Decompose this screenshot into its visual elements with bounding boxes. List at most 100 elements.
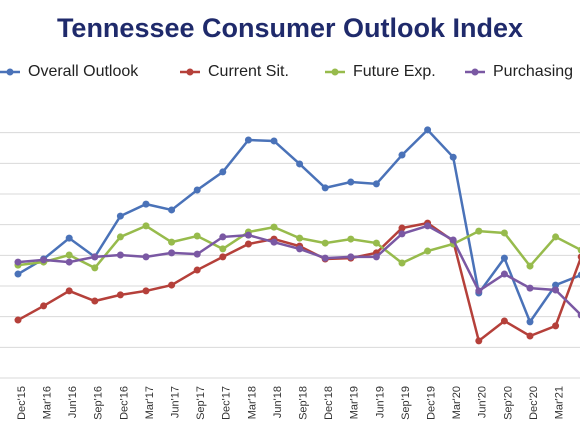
data-point (321, 184, 329, 192)
data-point (449, 236, 457, 244)
x-tick-label: Mar'19 (349, 386, 361, 419)
x-tick-label: Mar'18 (246, 386, 258, 419)
data-point (577, 311, 580, 319)
data-point (296, 245, 304, 253)
legend-label: Overall Outlook (28, 63, 139, 80)
data-point (296, 234, 304, 242)
data-point (372, 253, 380, 261)
x-tick-label: Jun'17 (170, 386, 182, 418)
data-point (142, 253, 150, 261)
data-point (168, 206, 176, 214)
x-tick-label: Sep'19 (400, 386, 412, 420)
data-point (168, 249, 176, 257)
data-point (270, 238, 278, 246)
data-point (475, 337, 483, 345)
x-tick-label: Dec'15 (16, 386, 28, 420)
data-point (116, 291, 124, 299)
data-point (321, 239, 329, 247)
data-point (219, 168, 227, 176)
x-tick-label: Mar'21 (554, 386, 566, 419)
data-point (244, 231, 252, 239)
data-point (14, 316, 22, 324)
data-point (398, 259, 406, 267)
data-point (398, 230, 406, 238)
x-tick-label: Dec'19 (426, 386, 438, 420)
legend-label: Current Sit. (208, 63, 289, 80)
data-point (552, 281, 560, 289)
data-point (372, 180, 380, 188)
data-point (347, 178, 355, 186)
data-point (500, 229, 508, 237)
data-point (142, 200, 150, 208)
data-point (347, 253, 355, 261)
data-point (321, 254, 329, 262)
data-point (14, 270, 22, 278)
data-point (65, 287, 73, 295)
legend-marker (186, 68, 194, 76)
data-point (424, 247, 432, 255)
data-point (398, 224, 406, 232)
data-point (244, 240, 252, 248)
x-tick-label: Jun'16 (67, 386, 79, 418)
x-tick-label: Dec'20 (528, 386, 540, 420)
x-tick-label: Mar'20 (451, 386, 463, 419)
x-tick-label: Sep'20 (502, 386, 514, 420)
data-point (475, 227, 483, 235)
x-tick-label: Jun'19 (374, 386, 386, 418)
data-point (296, 160, 304, 168)
data-point (40, 256, 48, 264)
chart-title: Tennessee Consumer Outlook Index (57, 13, 523, 43)
data-point (91, 264, 99, 272)
x-tick-label: Dec'16 (118, 386, 130, 420)
x-tick-label: Sep'18 (298, 386, 310, 420)
data-point (552, 233, 560, 241)
data-point (526, 318, 534, 326)
data-point (168, 238, 176, 246)
data-point (270, 137, 278, 145)
data-point (14, 258, 22, 266)
data-point (347, 235, 355, 243)
x-tick-label: Jun'20 (477, 386, 489, 418)
data-point (526, 332, 534, 340)
data-point (219, 233, 227, 241)
data-point (91, 297, 99, 305)
data-point (424, 222, 432, 230)
data-point (244, 136, 252, 144)
data-point (372, 239, 380, 247)
data-point (526, 262, 534, 270)
x-tick-label: Mar'17 (144, 386, 156, 419)
data-point (500, 270, 508, 278)
x-tick-label: Dec'17 (221, 386, 233, 420)
data-point (552, 286, 560, 294)
data-point (577, 253, 580, 261)
data-point (219, 245, 227, 253)
data-point (65, 258, 73, 266)
legend-marker (331, 68, 339, 76)
data-point (552, 322, 560, 330)
data-point (65, 234, 73, 242)
data-point (219, 253, 227, 261)
legend-label: Future Exp. (353, 63, 436, 80)
legend-marker (6, 68, 14, 76)
x-tick-label: Jun'18 (272, 386, 284, 418)
series-line (17, 128, 580, 325)
x-tick-label: Sep'16 (93, 386, 105, 420)
data-point (449, 153, 457, 161)
data-point (40, 302, 48, 310)
data-point (193, 266, 201, 274)
data-point (116, 251, 124, 259)
data-point (65, 251, 73, 259)
data-point (142, 222, 150, 230)
data-point (500, 254, 508, 262)
x-tick-label: Mar'16 (42, 386, 54, 419)
data-point (424, 126, 432, 134)
x-tick-label: Sep'17 (195, 386, 207, 420)
data-point (168, 281, 176, 289)
data-point (193, 186, 201, 194)
data-point (526, 284, 534, 292)
x-tick-label: Dec'18 (323, 386, 335, 420)
data-point (116, 233, 124, 241)
data-point (577, 271, 580, 279)
